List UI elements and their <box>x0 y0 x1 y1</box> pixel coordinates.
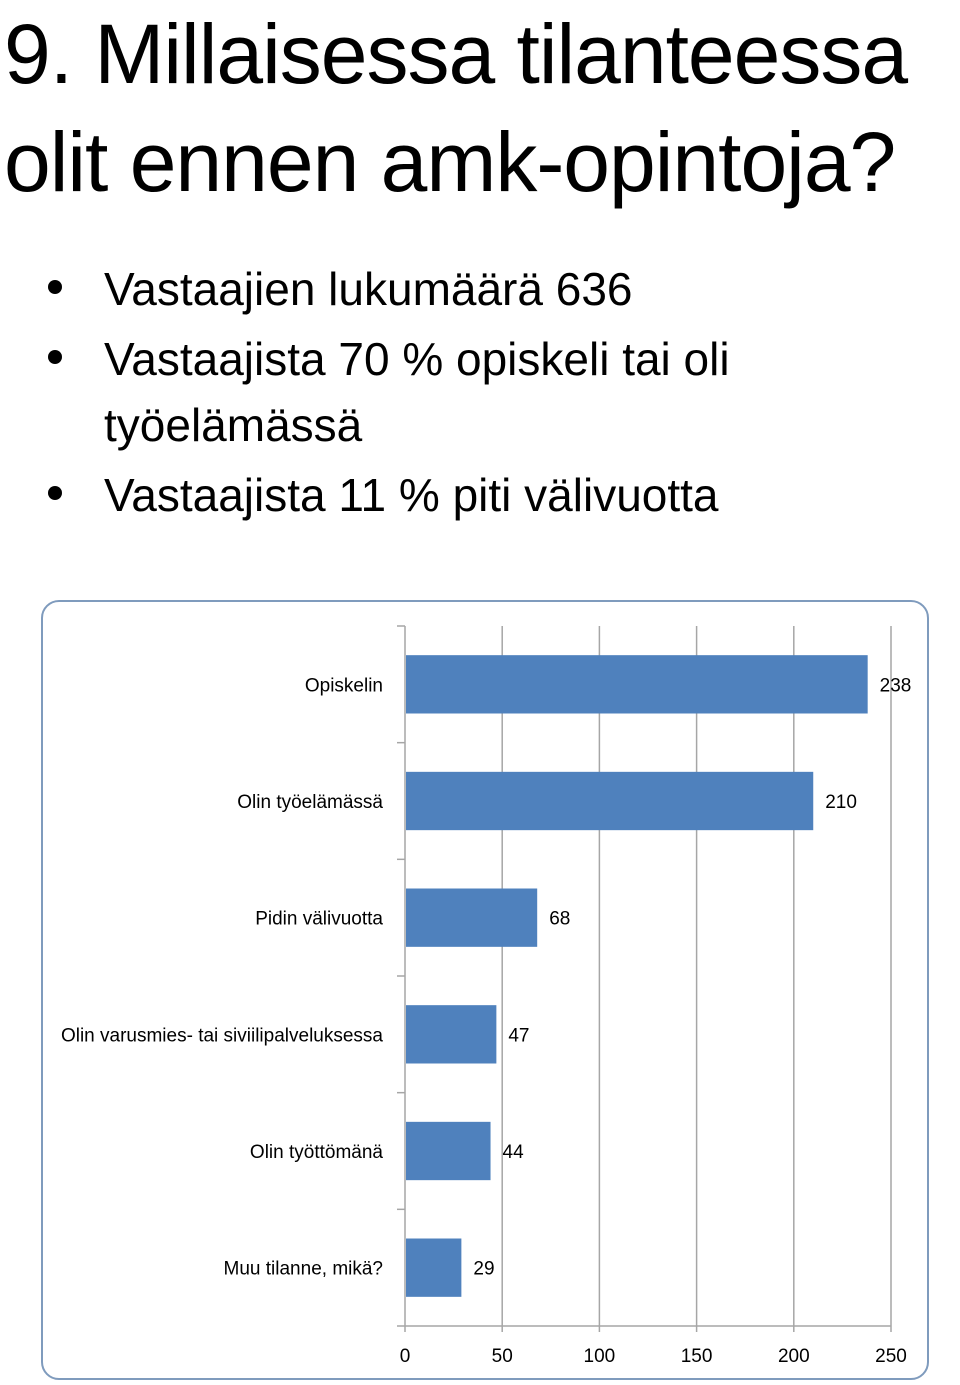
category-label: Olin työelämässä <box>237 792 383 813</box>
data-label: 210 <box>825 792 857 813</box>
bar <box>406 1121 491 1181</box>
category-label: Olin varusmies- tai siviilipalveluksessa <box>61 1025 383 1046</box>
bullet-text: Vastaajista 70 % opiskeli tai oli työelä… <box>104 333 730 451</box>
bar <box>406 1005 497 1064</box>
data-label: 68 <box>549 909 570 930</box>
data-label: 29 <box>473 1259 494 1280</box>
bullet-dot-icon <box>48 350 62 364</box>
category-label: Olin työttömänä <box>250 1142 383 1163</box>
category-label: Opiskelin <box>305 675 383 696</box>
bullet-dot-icon <box>48 486 62 500</box>
chart-frame: Opiskelin 238 Olin työelämässä 210 Pidin väl… <box>41 600 929 1380</box>
category-label: Pidin välivuotta <box>255 909 383 930</box>
x-tick-label: 150 <box>681 1346 713 1367</box>
slide-title-line-2: olit ennen amk-opintoja? <box>4 115 896 209</box>
x-tick-label: 200 <box>778 1346 810 1367</box>
slide-title: 9. Millaisessa tilanteessa olit ennen am… <box>4 0 954 216</box>
bullet-item: Vastaajien lukumäärä 636 <box>44 256 924 322</box>
bar <box>406 1238 462 1297</box>
data-label: 44 <box>503 1142 525 1163</box>
data-label: 47 <box>508 1025 529 1046</box>
bar <box>406 655 868 714</box>
bullet-item: Vastaajista 70 % opiskeli tai oli työelä… <box>44 326 924 458</box>
bullet-list: Vastaajien lukumäärä 636 Vastaajista 70 … <box>44 256 924 532</box>
x-tick-label: 50 <box>492 1346 513 1367</box>
bar <box>406 888 538 947</box>
bullet-item: Vastaajista 11 % piti välivuotta <box>44 462 924 528</box>
data-label: 238 <box>880 675 912 696</box>
category-label: Muu tilanne, mikä? <box>224 1259 383 1280</box>
bullet-dot-icon <box>48 280 62 294</box>
bullet-text: Vastaajista 11 % piti välivuotta <box>104 469 719 521</box>
bullet-text: Vastaajien lukumäärä 636 <box>104 263 633 315</box>
bar-chart: Opiskelin 238 Olin työelämässä 210 Pidin väl… <box>61 625 912 1367</box>
x-tick-label: 0 <box>400 1346 411 1367</box>
slide-title-line-1: 9. Millaisessa tilanteessa <box>4 7 908 101</box>
x-tick-label: 250 <box>875 1346 907 1367</box>
x-tick-label: 100 <box>584 1346 616 1367</box>
bar <box>406 771 814 831</box>
